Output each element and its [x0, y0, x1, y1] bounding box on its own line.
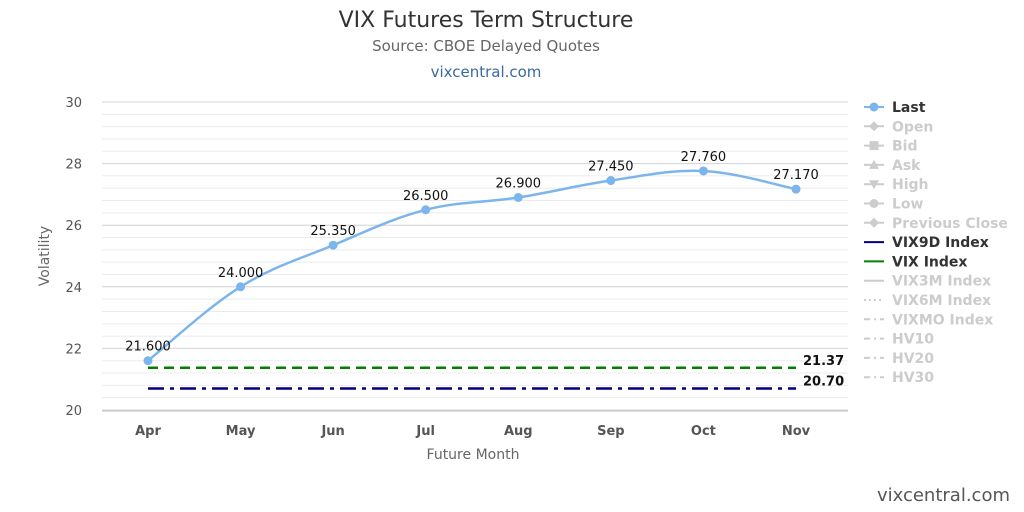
y-tick-label: 22 — [65, 342, 82, 357]
data-label: 26.900 — [496, 176, 542, 191]
y-tick-label: 30 — [65, 96, 82, 111]
data-label: 24.000 — [218, 266, 264, 281]
x-tick-label: Oct — [691, 424, 716, 439]
legend-marker-diamond — [869, 121, 879, 132]
x-axis-title: Future Month — [427, 447, 520, 463]
plot-series: 20.70 21.37 21.600 24.000 25.350 26.500 26.900… — [125, 150, 844, 390]
y-tick-label: 24 — [65, 281, 82, 296]
legend-item-hv10[interactable]: HV10 — [864, 332, 934, 348]
x-tick-label: Nov — [782, 424, 811, 439]
legend-item-vix6m-index[interactable]: VIX6M Index — [864, 293, 991, 309]
credit-link[interactable]: vixcentral.com — [876, 485, 1010, 506]
legend-label: Previous Close — [892, 216, 1008, 232]
data-point — [328, 240, 338, 250]
data-label: 27.170 — [773, 168, 819, 183]
data-label: 27.450 — [588, 160, 634, 175]
legend: Last Open Bid Ask High Low Previous Close VIX9D… — [864, 100, 1008, 386]
x-tick-label: Aug — [504, 424, 533, 439]
legend-label: VIX3M Index — [892, 274, 991, 290]
x-tick-label: Sep — [597, 424, 625, 439]
x-tick-label: May — [226, 424, 256, 439]
legend-item-open[interactable]: Open — [864, 119, 933, 135]
legend-label: VIX Index — [892, 254, 967, 270]
legend-label: Last — [892, 100, 926, 116]
x-tick-label: Apr — [135, 424, 161, 439]
grid-lines — [102, 101, 848, 411]
data-label: 27.760 — [681, 150, 727, 165]
data-point — [698, 166, 708, 176]
legend-item-vix3m-index[interactable]: VIX3M Index — [864, 274, 991, 290]
legend-item-last[interactable]: Last — [864, 100, 926, 116]
data-point — [606, 176, 616, 186]
legend-item-ask[interactable]: Ask — [864, 158, 921, 174]
data-point — [236, 282, 246, 292]
data-point — [421, 205, 431, 215]
legend-label: High — [892, 177, 929, 193]
source-link[interactable]: vixcentral.com — [430, 63, 542, 81]
legend-label: VIXMO Index — [892, 312, 993, 328]
legend-label: Ask — [892, 158, 921, 174]
y-axis: 20 22 24 26 28 30 Volatility — [37, 96, 82, 419]
legend-marker-square — [869, 141, 879, 151]
legend-item-hv30[interactable]: HV30 — [864, 370, 934, 386]
legend-item-high[interactable]: High — [864, 177, 929, 193]
data-label: 20.70 — [803, 374, 844, 389]
legend-label: HV20 — [892, 351, 934, 367]
data-label: 26.500 — [403, 189, 449, 204]
data-label: 21.600 — [125, 340, 171, 355]
x-tick-label: Jun — [320, 424, 344, 439]
legend-item-bid[interactable]: Bid — [864, 139, 918, 155]
y-axis-title: Volatility — [37, 226, 53, 286]
legend-marker-circle — [869, 199, 879, 208]
y-tick-label: 20 — [65, 404, 82, 419]
x-tick-label: Jul — [415, 424, 435, 439]
legend-label: HV10 — [892, 332, 934, 348]
x-axis: Apr May Jun Jul Aug Sep Oct Nov Future Month — [102, 410, 848, 463]
chart-title: VIX Futures Term Structure — [338, 8, 634, 33]
data-point — [791, 184, 801, 194]
chart-subtitle: Source: CBOE Delayed Quotes — [372, 37, 600, 55]
legend-marker-triangle — [869, 159, 879, 169]
legend-item-vix9d-index[interactable]: VIX9D Index — [864, 235, 989, 251]
legend-label: Open — [892, 119, 933, 135]
legend-marker-diamond — [869, 217, 879, 228]
legend-label: VIX9D Index — [892, 235, 989, 251]
y-tick-label: 26 — [65, 219, 82, 234]
legend-item-hv20[interactable]: HV20 — [864, 351, 934, 367]
legend-label: Low — [892, 197, 924, 213]
legend-marker-triangle-down — [869, 180, 879, 190]
data-label: 21.37 — [803, 354, 844, 369]
data-point — [513, 192, 523, 202]
legend-marker-circle — [869, 102, 879, 112]
legend-label: HV30 — [892, 370, 934, 386]
legend-item-vixmo-index[interactable]: VIXMO Index — [864, 312, 993, 328]
data-point — [143, 356, 153, 366]
legend-item-vix-index[interactable]: VIX Index — [864, 254, 967, 270]
legend-item-previous-close[interactable]: Previous Close — [864, 216, 1008, 232]
y-tick-label: 28 — [65, 158, 82, 173]
legend-label: VIX6M Index — [892, 293, 991, 309]
legend-label: Bid — [892, 139, 918, 155]
data-label: 25.350 — [310, 224, 356, 239]
legend-item-low[interactable]: Low — [864, 197, 924, 213]
